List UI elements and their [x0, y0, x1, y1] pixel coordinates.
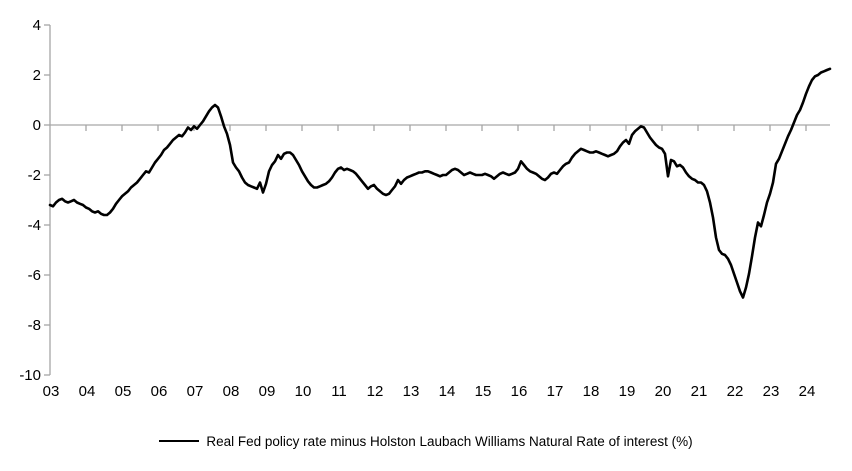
x-axis-tick-label: 13 — [403, 383, 420, 400]
x-axis-tick-label: 24 — [799, 383, 816, 400]
legend: Real Fed policy rate minus Holston Lauba… — [0, 430, 852, 452]
legend-label: Real Fed policy rate minus Holston Lauba… — [206, 433, 693, 449]
legend-line-sample — [159, 440, 200, 442]
x-axis-tick-label: 15 — [475, 383, 492, 400]
x-axis-tick-label: 11 — [331, 383, 347, 400]
y-axis-tick-label: -4 — [28, 217, 41, 234]
x-axis-tick-label: 19 — [619, 383, 636, 400]
x-axis-tick-label: 12 — [367, 383, 384, 400]
x-axis-tick-label: 08 — [223, 383, 240, 400]
x-axis-tick-label: 03 — [43, 383, 60, 400]
x-axis-tick-label: 14 — [439, 383, 456, 400]
y-axis-tick-label: 4 — [33, 17, 41, 34]
x-axis-tick-label: 09 — [259, 383, 276, 400]
x-axis-tick-label: 07 — [187, 383, 204, 400]
x-axis-tick-label: 06 — [151, 383, 168, 400]
x-axis-tick-label: 18 — [583, 383, 600, 400]
y-axis-tick-label: 0 — [33, 117, 41, 134]
x-axis-tick-label: 17 — [547, 383, 564, 400]
y-axis-tick-label: -6 — [28, 267, 41, 284]
x-axis-tick-label: 10 — [295, 383, 312, 400]
x-axis-tick-label: 23 — [763, 383, 780, 400]
y-axis-tick-label: 2 — [33, 67, 41, 84]
x-axis-tick-label: 22 — [727, 383, 744, 400]
y-axis-tick-label: -8 — [28, 317, 41, 334]
y-axis-tick-label: -10 — [19, 367, 41, 384]
x-axis-tick-label: 04 — [79, 383, 96, 400]
x-axis-tick-label: 16 — [511, 383, 528, 400]
x-axis-tick-label: 05 — [115, 383, 132, 400]
x-axis-tick-label: 20 — [655, 383, 672, 400]
x-axis-tick-label: 21 — [691, 383, 708, 400]
y-axis-tick-label: -2 — [28, 167, 41, 184]
series-line — [48, 67, 832, 299]
